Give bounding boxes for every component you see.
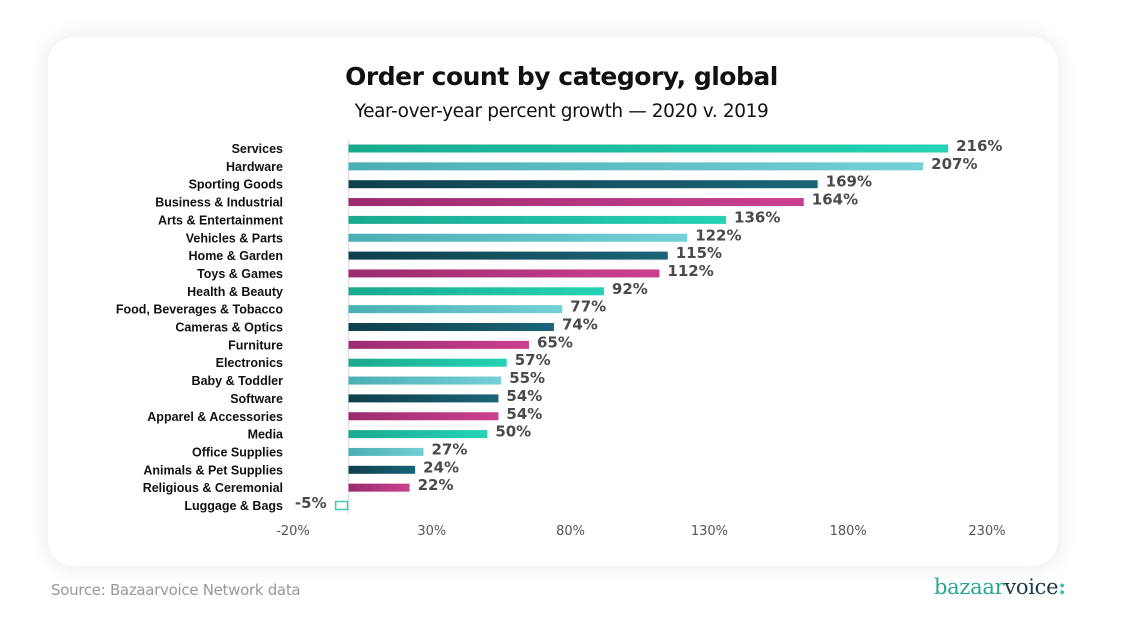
value-label: 112% [667,262,713,280]
bazaarvoice-logo: bazaarvoice: [934,574,1066,599]
bar [348,447,424,456]
value-label: 207% [931,155,977,173]
value-label: 54% [506,405,542,423]
bar [334,500,349,511]
bar [348,465,416,474]
bar [348,412,499,421]
bar [348,233,688,242]
bar [348,305,563,314]
x-tick-label: 130% [691,524,728,539]
logo-part-bazaar: bazaar [934,575,1005,599]
value-label: 65% [537,333,573,351]
category-label: Animals & Pet Supplies [143,463,283,477]
category-label: Services [232,142,283,156]
category-label: Media [248,428,284,442]
value-label: 77% [570,298,606,316]
x-tick-label: 230% [968,524,1005,539]
category-label: Cameras & Optics [175,321,283,335]
x-tick-label: 80% [556,524,585,539]
bar [348,358,507,367]
chart-card [48,37,1058,566]
category-label: Software [230,392,283,406]
value-label: 115% [676,244,722,262]
bar [348,483,410,492]
value-labels: 216%207% 169%164% 136%122%115%112% 92% 77%74… [295,137,1003,512]
value-label: 27% [431,440,467,458]
value-label: 54% [506,387,542,405]
chart-title: Order count by category, global [345,62,778,91]
value-label: 57% [515,351,551,369]
bar [348,162,924,171]
bar [348,323,554,331]
category-label: Luggage & Bags [184,499,283,513]
category-label: Baby & Toddler [192,374,284,388]
bar [348,198,804,207]
value-label: 22% [418,476,454,494]
category-label: Sporting Goods [189,178,283,192]
x-axis-ticks: -20% 30% 80% 130% 180% 230% [276,524,1005,539]
bar [348,215,727,224]
category-label: Furniture [228,338,283,352]
category-label: Home & Garden [189,249,283,263]
category-label: Electronics [216,356,283,370]
category-label: Business & Industrial [155,196,283,210]
value-label: 169% [826,173,872,191]
value-label: 24% [423,458,459,476]
bar [348,376,502,385]
category-label: Hardware [226,160,283,174]
category-label: Office Supplies [192,445,283,459]
value-label: 164% [812,191,858,209]
bar [348,180,818,189]
category-label: Vehicles & Parts [186,231,283,245]
bar [348,430,488,439]
bar [348,251,668,260]
category-label: Arts & Entertainment [158,213,284,227]
category-label: Health & Beauty [187,285,283,299]
category-label: Food, Beverages & Tobacco [116,303,284,317]
category-label: Religious & Ceremonial [143,481,283,495]
source-note: Source: Bazaarvoice Network data [51,581,301,599]
value-label: 216% [956,137,1002,155]
x-tick-label: -20% [276,524,310,539]
value-label: 74% [562,316,598,334]
bar [348,340,529,349]
value-label: 50% [495,423,531,441]
value-label: -5% [295,494,327,512]
bar [348,269,660,278]
logo-part-voice: voice [1004,575,1059,599]
bar [348,394,499,403]
chart-subtitle: Year-over-year percent growth — 2020 v. … [354,101,769,122]
category-label: Toys & Games [197,267,283,281]
x-tick-label: 30% [417,524,446,539]
category-labels: Services Hardware Sporting Goods Business &… [116,142,284,513]
logo-part-colon: : [1058,574,1066,599]
bar [348,144,949,153]
value-label: 122% [695,226,741,244]
bar [348,287,604,296]
value-label: 136% [734,208,780,226]
value-label: 92% [612,280,648,298]
x-tick-label: 180% [830,524,867,539]
value-label: 55% [509,369,545,387]
bars-group [334,144,949,511]
category-label: Apparel & Accessories [147,410,283,424]
